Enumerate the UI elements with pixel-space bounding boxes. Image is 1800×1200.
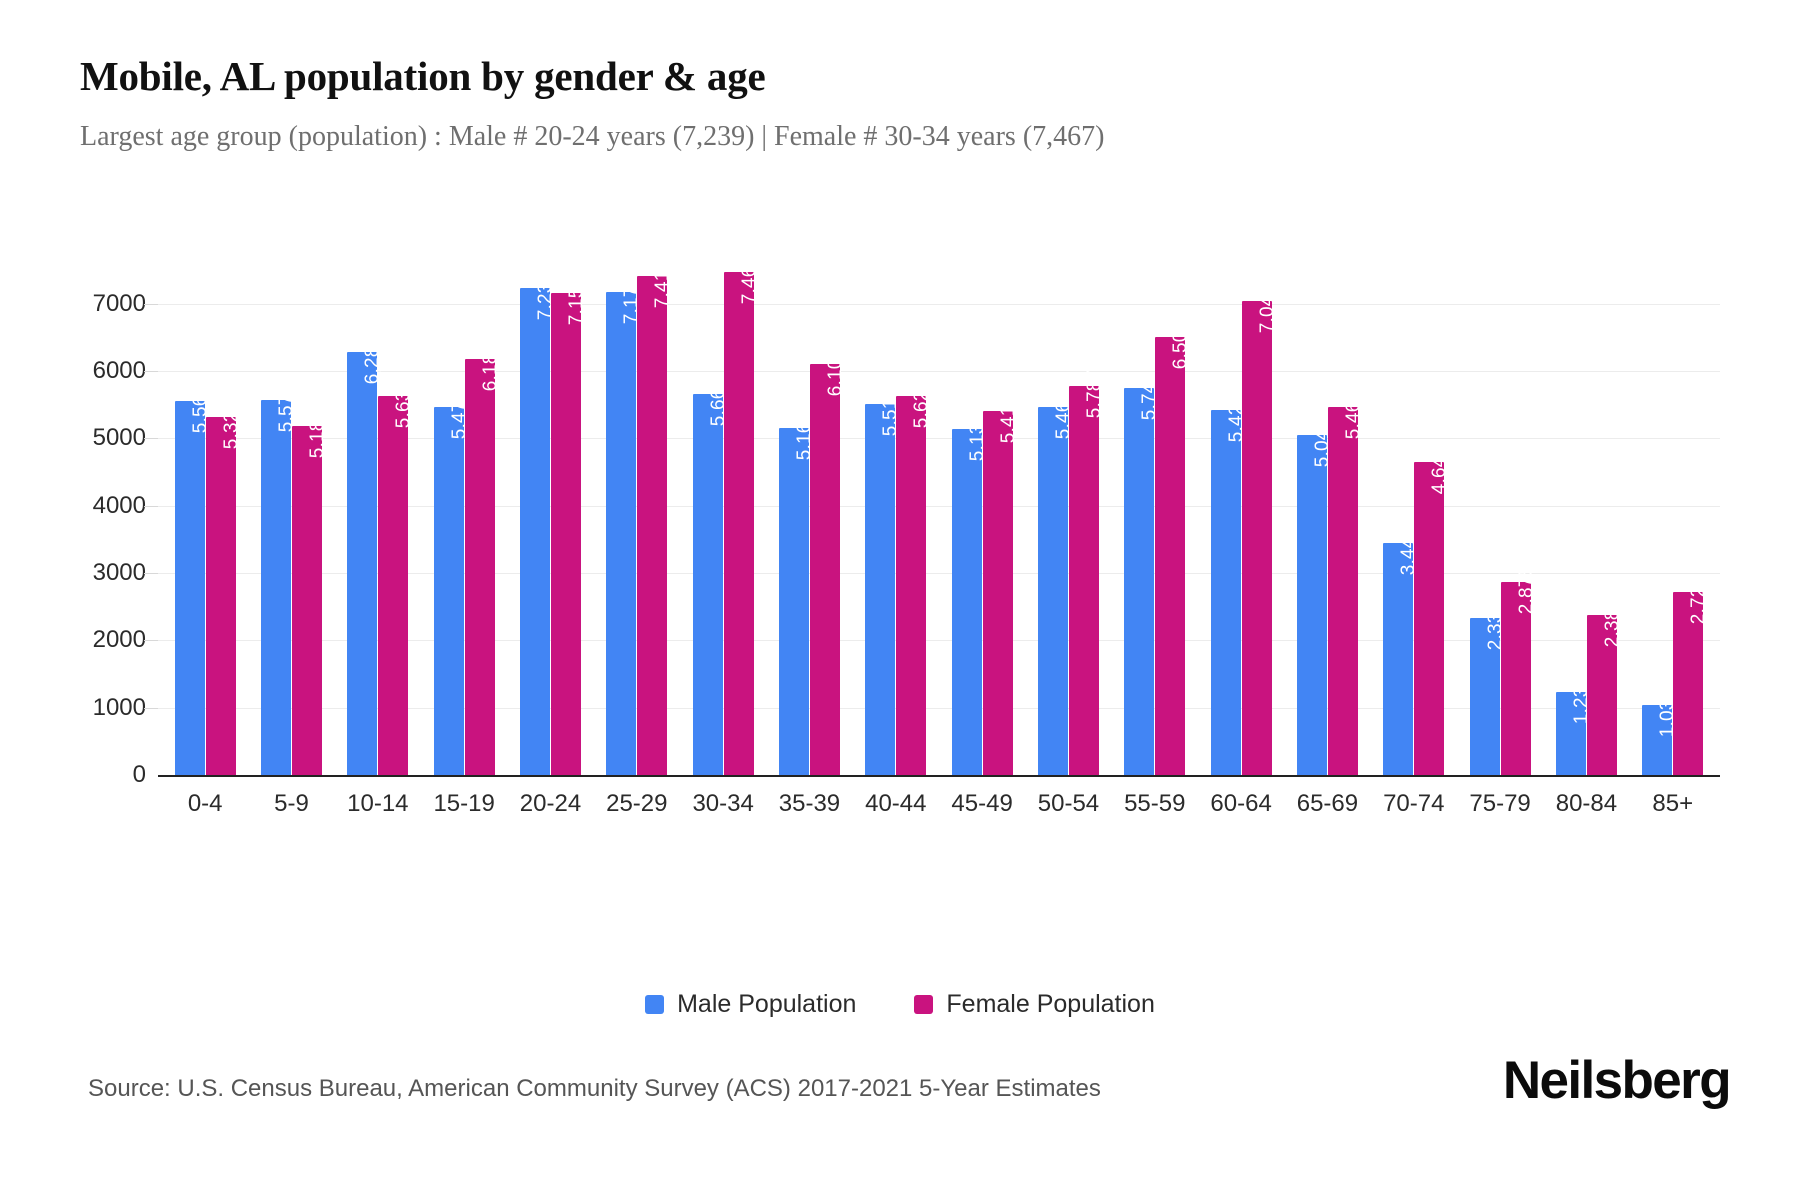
x-axis-tick-label: 35-39: [778, 790, 841, 817]
legend-label: Male Population: [677, 990, 857, 1018]
x-axis-tick-label: 0-4: [187, 790, 223, 817]
x-axis-tick-label: 25-29: [606, 790, 668, 817]
y-axis-tick-label: 6000: [92, 357, 146, 385]
gridline: [158, 303, 1720, 305]
axis-tick-mark: [144, 505, 158, 507]
brand-logo: Neilsberg: [1502, 1051, 1732, 1110]
x-axis-tick-label: 20-24: [519, 790, 582, 817]
x-axis-tick-label: 30-34: [692, 790, 754, 817]
plot-area: 0 1000 2000 3000 4000 5000 6000 7000 5,564 5,324…: [80, 250, 1720, 810]
x-axis-tick-label: 65-69: [1296, 790, 1359, 817]
x-axis-tick-label: 60-64: [1210, 790, 1272, 817]
x-axis-tick-label: 85+: [1652, 790, 1694, 817]
legend-item[interactable]: Female Population: [914, 990, 1155, 1019]
y-axis-tick-label: 0: [132, 761, 146, 788]
x-axis-tick-label: 5-9: [274, 790, 309, 817]
x-axis-tick-label: 40-44: [865, 790, 927, 817]
chart-legend: Male Population Female Population: [0, 990, 1800, 1019]
x-axis-tick-label: 70-74: [1383, 790, 1445, 817]
gridline: [158, 438, 1720, 440]
legend-swatch-icon: [914, 995, 934, 1014]
x-axis-tick-label: 75-79: [1469, 790, 1531, 817]
gridline: [158, 371, 1720, 373]
gridlines: [144, 250, 1720, 775]
y-axis-tick-label: 5000: [92, 424, 146, 452]
axis-tick-mark: [144, 371, 158, 373]
y-axis-tick-label: 2000: [92, 626, 146, 654]
y-axis-tick-label: 1000: [92, 693, 146, 721]
x-axis-tick-label: 45-49: [951, 790, 1013, 817]
axis-tick-mark: [144, 640, 158, 642]
gridline: [158, 707, 1720, 709]
source-note: Source: U.S. Census Bureau, American Com…: [88, 1075, 1101, 1102]
x-axis-line: [158, 775, 1720, 777]
x-axis-tick-label: 80-84: [1555, 790, 1618, 817]
y-axis-tick-label: 7000: [92, 289, 146, 317]
gridline: [158, 505, 1720, 507]
axis-tick-mark: [144, 707, 158, 709]
legend-item[interactable]: Male Population: [645, 990, 856, 1019]
chart-header: Mobile, AL population by gender & age La…: [80, 52, 1720, 154]
y-axis: 0 1000 2000 3000 4000 5000 6000 7000: [80, 250, 158, 788]
x-axis-tick-label: 55-59: [1124, 790, 1186, 817]
x-axis-tick-label: 50-54: [1037, 790, 1100, 817]
y-axis-tick-label: 4000: [92, 491, 146, 519]
y-axis-tick-label: 3000: [92, 559, 146, 587]
x-axis-tick-label: 15-19: [433, 790, 495, 817]
page-title: Mobile, AL population by gender & age: [80, 53, 766, 99]
legend-swatch-icon: [645, 995, 665, 1014]
chart-subtitle: Largest age group (population) : Male # …: [80, 121, 1105, 153]
legend-label: Female Population: [946, 990, 1155, 1018]
gridline: [158, 640, 1720, 642]
x-axis-labels: 0-4 5-9 10-14 15-19 20-24 25-29 30-34 35-39 40-4…: [158, 790, 1720, 818]
gridline: [158, 573, 1720, 575]
axis-tick-mark: [144, 438, 158, 440]
axis-tick-mark: [144, 303, 158, 305]
x-axis-tick-label: 10-14: [347, 790, 409, 817]
axis-tick-mark: [144, 573, 158, 575]
